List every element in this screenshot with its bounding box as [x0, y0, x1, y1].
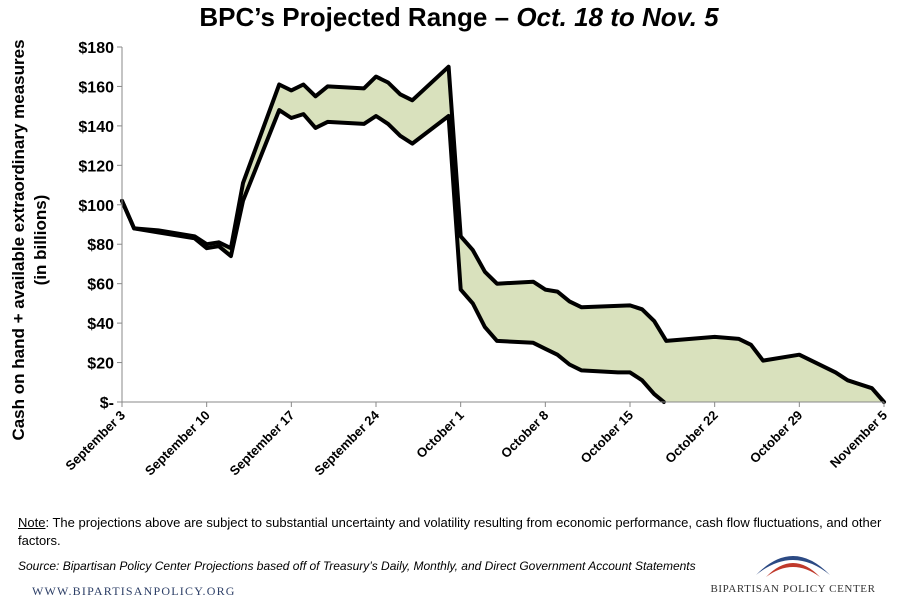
series-line-lower [120, 108, 666, 404]
source-line: Source: Bipartisan Policy Center Project… [18, 559, 696, 573]
bpc-logo-icon [756, 556, 830, 577]
logo-red-arc [766, 563, 820, 577]
y-tick-label: $120 [78, 158, 114, 175]
x-tick-label: October 29 [747, 408, 806, 467]
y-tick-label: $100 [78, 198, 114, 215]
range-fill-layer [122, 66, 884, 402]
y-tick-label: $20 [87, 356, 114, 373]
x-tick-label: September 3 [62, 408, 128, 474]
series-line-upper [120, 64, 886, 404]
y-axis-label-line1: Cash on hand + available extraordinary m… [9, 39, 28, 440]
note-label: Note [18, 515, 46, 530]
x-tick-label: November 5 [827, 408, 890, 471]
x-tick-label: October 15 [577, 408, 636, 467]
y-tick-label: $60 [87, 277, 114, 294]
x-tick-label: September 17 [227, 408, 298, 479]
y-tick-label: $180 [78, 40, 114, 57]
axis-layer [117, 46, 885, 407]
y-tick-label: $140 [78, 119, 114, 136]
projected-range-area [122, 66, 884, 402]
chart-title-dates: Oct. 18 to Nov. 5 [516, 2, 719, 32]
chart-title-main: BPC’s Projected Range – [199, 2, 517, 32]
logo-blue-arc [756, 556, 830, 575]
chart-title: BPC’s Projected Range – Oct. 18 to Nov. … [0, 0, 918, 34]
x-tick-label: September 24 [311, 407, 382, 478]
x-tick-labels: September 3 September 10 September 17 Septe… [62, 407, 890, 478]
x-tick-label: September 10 [142, 408, 213, 479]
y-tick-labels: $- $20 $40 $60 $80 $100 $120 $140 $160 $180 [78, 40, 114, 412]
chart-svg: $- $20 $40 $60 $80 $100 $120 $140 $160 $180 Septe… [9, 39, 890, 478]
y-tick-label: $- [100, 395, 114, 412]
footnote: Note: The projections above are subject … [18, 514, 898, 550]
website-link[interactable]: WWW.BIPARTISANPOLICY.ORG [32, 584, 236, 598]
y-tick-label: $40 [87, 316, 114, 333]
note-text: : The projections above are subject to s… [18, 515, 882, 548]
y-tick-label: $80 [87, 237, 114, 254]
x-tick-label: October 22 [662, 408, 721, 467]
y-axis-label-line2: (in billions) [31, 195, 50, 286]
y-tick-label: $160 [78, 79, 114, 96]
x-tick-label: October 1 [413, 408, 467, 462]
organization-name: BIPARTISAN POLICY CENTER [710, 583, 876, 595]
series-layer [120, 64, 886, 404]
x-tick-label: October 8 [498, 408, 552, 462]
